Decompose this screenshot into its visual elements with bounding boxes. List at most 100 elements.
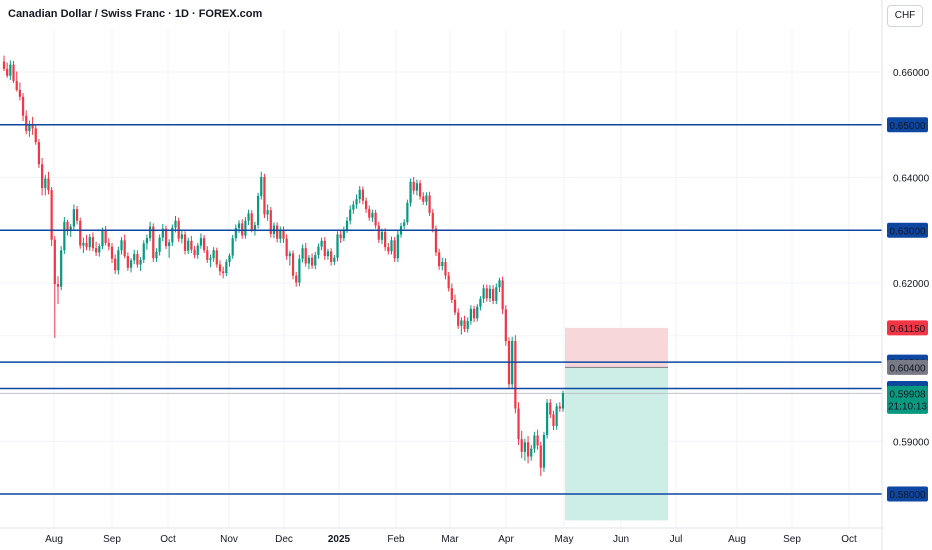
candle-body (247, 213, 250, 221)
candle-body (492, 288, 495, 301)
candle-body (104, 230, 107, 243)
candle-body (460, 320, 463, 326)
candle-body (31, 124, 34, 129)
candle-body (126, 256, 129, 268)
candle-body (63, 221, 66, 251)
level-price-badge (887, 486, 928, 502)
candle-body (431, 212, 434, 229)
candle-body (501, 280, 504, 310)
candle-body (41, 164, 44, 189)
candle-body (425, 195, 428, 202)
stop-price-badge (887, 320, 928, 336)
candle-body (288, 253, 291, 257)
candle-body (314, 255, 317, 266)
candle-body (9, 64, 12, 76)
price-tick-label: 0.62000 (893, 279, 930, 290)
candle-body (495, 287, 498, 301)
currency-button[interactable]: CHF (887, 5, 923, 27)
candle-body (336, 234, 339, 258)
candle-body (485, 288, 488, 299)
take-profit-zone[interactable] (565, 367, 668, 521)
candle-body (390, 240, 393, 252)
level-price-label: 0.58000 (889, 490, 926, 501)
price-tick-label: 0.66000 (893, 68, 930, 79)
candle-body (66, 221, 69, 231)
candle-body (304, 248, 307, 264)
candle-body (253, 224, 257, 230)
candle-body (555, 406, 558, 426)
candle-body (396, 234, 399, 259)
candle-body (75, 209, 79, 221)
candle-body (434, 228, 438, 253)
candle-body (295, 275, 298, 283)
position-tool (0, 327, 882, 521)
stop-price-label: 0.61150 (890, 324, 926, 335)
candle-body (549, 402, 552, 415)
candle-body (142, 243, 145, 260)
candle-body (323, 240, 326, 257)
candle-body (168, 242, 171, 247)
level-price-label: 0.63000 (889, 226, 926, 237)
candle-body (536, 435, 539, 446)
candle-body (530, 448, 533, 457)
candle-body (472, 308, 476, 319)
candle-body (228, 255, 231, 262)
candle-body (403, 222, 406, 227)
level-price-badge (887, 222, 928, 238)
candle-body (355, 199, 358, 205)
candle-body (215, 250, 218, 265)
candle-body (441, 261, 444, 267)
candle-body (183, 234, 187, 251)
candle-body (307, 257, 311, 264)
time-tick-label: Apr (498, 534, 514, 545)
candle-body (546, 402, 549, 435)
candle-body (180, 234, 183, 239)
candle-body (98, 246, 101, 253)
time-tick-label: Jul (670, 534, 683, 545)
candle-body (406, 202, 409, 223)
candle-body (56, 284, 60, 287)
candle-body (82, 242, 85, 246)
candle-body (79, 220, 82, 246)
candle-body (190, 240, 193, 250)
candle-body (44, 178, 47, 189)
stop-loss-zone[interactable] (565, 327, 668, 368)
candle-body (193, 249, 196, 256)
candle-body (202, 238, 206, 251)
candle-body (415, 183, 419, 191)
candle-body (542, 434, 546, 468)
candle-body (101, 230, 104, 247)
candle-body (21, 96, 25, 116)
candle-body (91, 237, 95, 249)
candle-body (234, 228, 237, 239)
candle-body (110, 246, 114, 259)
candle-body (133, 253, 136, 261)
candle-body (412, 181, 415, 191)
candle-body (69, 226, 72, 231)
time-tick-label: Aug (728, 534, 746, 545)
candle-body (361, 189, 365, 201)
candle-body (276, 225, 279, 239)
candle-body (488, 288, 492, 299)
candle-body (476, 306, 479, 319)
candle-body (310, 257, 314, 266)
candle-body (514, 341, 517, 409)
candle-body (161, 228, 164, 238)
candle-body (187, 240, 190, 251)
last-price-badge (887, 385, 928, 414)
candle-body (380, 231, 384, 240)
candle-body (447, 275, 450, 289)
candle-body (301, 248, 304, 259)
candle-body (260, 176, 263, 196)
time-tick-label: Nov (220, 534, 238, 545)
candle-body (256, 195, 260, 225)
candle-body (552, 414, 555, 426)
candle-body (28, 124, 31, 132)
time-tick-label: Dec (275, 534, 293, 545)
candle-body (222, 271, 225, 273)
candle-body (482, 288, 485, 299)
candle-body (250, 213, 253, 230)
candle-body (326, 251, 330, 257)
